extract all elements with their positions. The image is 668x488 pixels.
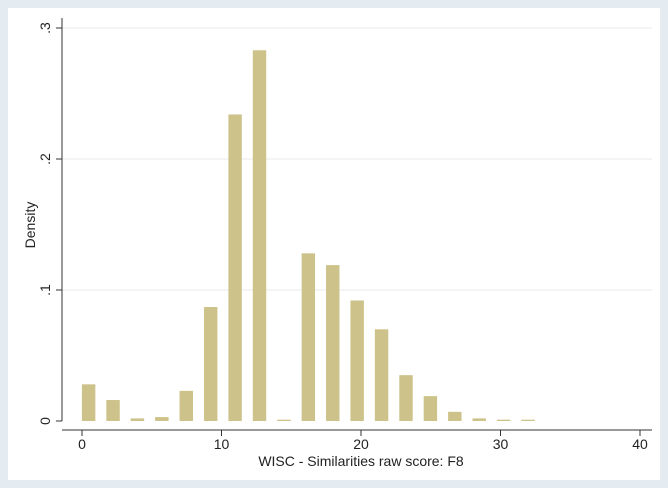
bar (472, 418, 486, 421)
bar (448, 411, 462, 421)
bar (228, 114, 242, 422)
bar (496, 419, 511, 421)
bar (106, 400, 120, 421)
bar (81, 384, 96, 421)
y-tick-label: .1 (37, 284, 53, 296)
bar (374, 329, 389, 421)
bar (521, 419, 535, 421)
bar (252, 50, 267, 422)
y-tick-label: .2 (37, 153, 53, 165)
bar (399, 375, 413, 421)
bar (179, 390, 193, 421)
y-axis-label: Density (22, 202, 38, 249)
x-axis-label: WISC - Similarities raw score: F8 (258, 453, 464, 469)
y-tick-label: 0 (37, 417, 53, 425)
bar (301, 253, 316, 421)
bar (130, 418, 145, 421)
bar (155, 417, 169, 421)
bar (350, 300, 364, 421)
x-tick-label: 10 (214, 436, 230, 452)
x-tick-label: 20 (353, 436, 369, 452)
x-tick-label: 0 (78, 436, 86, 452)
bar (203, 307, 218, 421)
bar (326, 265, 340, 421)
x-tick-label: 30 (493, 436, 509, 452)
x-tick-label: 40 (632, 436, 648, 452)
bar (277, 419, 291, 421)
bar (423, 396, 438, 421)
y-tick-label: .3 (37, 22, 53, 34)
